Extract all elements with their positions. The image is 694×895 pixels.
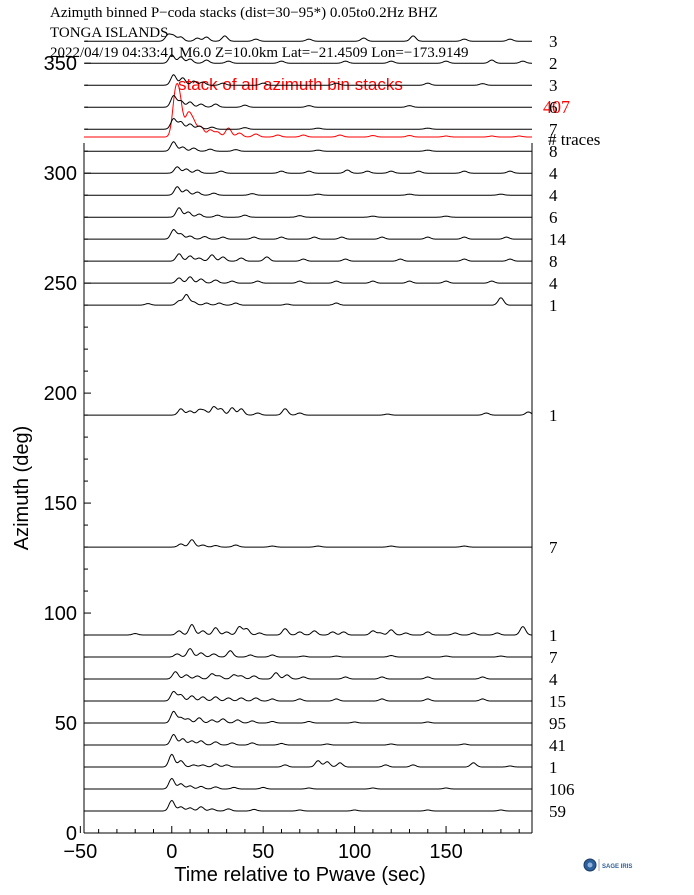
sage-logo-icon-inner (587, 862, 593, 868)
trace-count-130: 7 (549, 538, 558, 557)
azimuth-trace-280 (84, 207, 532, 218)
trace-count-340: 3 (549, 76, 558, 95)
azimuth-trace-330 (84, 94, 532, 108)
traces-count-header: # traces (548, 130, 600, 149)
traces-layer (84, 33, 533, 812)
azimuth-trace-90 (84, 623, 532, 636)
azimuth-trace-10 (84, 799, 532, 812)
x-tick-label: 100 (338, 841, 371, 863)
azimuth-trace-40 (84, 733, 532, 746)
azimuth-trace-360 (84, 33, 532, 42)
header-line-1: Azimuth binned P−coda stacks (dist=30−95… (50, 5, 438, 21)
x-tick-label: −50 (63, 841, 97, 863)
x-tick-label: 150 (429, 841, 462, 863)
azimuth-trace-300 (84, 166, 532, 174)
x-tick-label: 50 (252, 841, 274, 863)
azimuth-trace-20 (84, 777, 532, 790)
trace-count-190: 1 (549, 406, 558, 425)
y-tick-label: 200 (44, 383, 77, 405)
stack-trace (84, 82, 532, 138)
stack-label: stack of all azimuth bin stacks (178, 75, 403, 94)
y-tick-label: 0 (66, 823, 77, 845)
header-line-3: 2022/04/19 04:33:41 M6.0 Z=10.0km Lat=−2… (50, 45, 469, 61)
trace-count-360: 3 (549, 32, 558, 51)
trace-count-240: 1 (549, 296, 558, 315)
stack-count: 407 (543, 97, 570, 117)
stack-layer (84, 82, 532, 138)
trace-count-80: 7 (549, 648, 558, 667)
header-line-2: TONGA ISLANDS (50, 25, 168, 41)
trace-count-300: 4 (549, 164, 558, 183)
trace-count-30: 1 (549, 758, 558, 777)
trace-count-50: 95 (549, 714, 566, 733)
x-tick-label: 0 (166, 841, 177, 863)
trace-count-20: 106 (549, 780, 575, 799)
trace-count-260: 8 (549, 252, 558, 271)
trace-count-310: 8 (549, 142, 558, 161)
azimuth-trace-250 (84, 276, 532, 284)
trace-count-10: 59 (549, 802, 566, 821)
trace-count-250: 4 (549, 274, 558, 293)
trace-count-270: 14 (549, 230, 567, 249)
y-tick-label: 150 (44, 493, 77, 515)
y-axis: 0 50 100 150 200 250 300 350 (44, 18, 91, 845)
trace-count-290: 4 (549, 186, 558, 205)
azimuth-trace-270 (84, 228, 532, 240)
y-tick-label: 50 (55, 713, 77, 735)
trace-count-70: 4 (549, 670, 558, 689)
y-tick-label: 300 (44, 163, 77, 185)
trace-count-40: 41 (549, 736, 566, 755)
azimuth-trace-310 (84, 141, 532, 152)
azimuth-trace-320 (84, 117, 532, 130)
azimuth-trace-350 (84, 54, 532, 64)
azimuth-trace-130 (84, 539, 532, 548)
trace-count-280: 6 (549, 208, 558, 227)
sage-logo-text: SAGE IRIS (602, 864, 632, 870)
azimuth-trace-240 (84, 293, 532, 306)
azimuth-trace-290 (84, 186, 532, 196)
azimuth-trace-50 (84, 710, 532, 724)
azimuth-trace-70 (84, 671, 532, 680)
plot-frame (83, 143, 533, 834)
azimuth-trace-260 (84, 253, 532, 262)
sage-logo: SAGE IRIS (583, 858, 632, 872)
trace-count-90: 1 (549, 626, 558, 645)
y-tick-label: 100 (44, 603, 77, 625)
y-axis-label: Azimuth (deg) (11, 426, 33, 551)
y-tick-label: 350 (44, 53, 77, 75)
trace-count-350: 2 (549, 54, 558, 73)
trace-count-320: 7 (549, 120, 558, 139)
x-axis-label: Time relative to Pwave (sec) (174, 864, 426, 886)
azimuth-trace-340 (84, 74, 532, 86)
azimuth-trace-60 (84, 690, 532, 702)
trace-count-330: 6 (549, 98, 558, 117)
azimuth-trace-190 (84, 405, 533, 416)
azimuth-trace-80 (84, 648, 532, 658)
trace-count-60: 15 (549, 692, 566, 711)
y-tick-label: 250 (44, 273, 77, 295)
azimuth-trace-30 (84, 753, 532, 768)
x-axis: −50 0 50 100 150 (63, 826, 520, 863)
